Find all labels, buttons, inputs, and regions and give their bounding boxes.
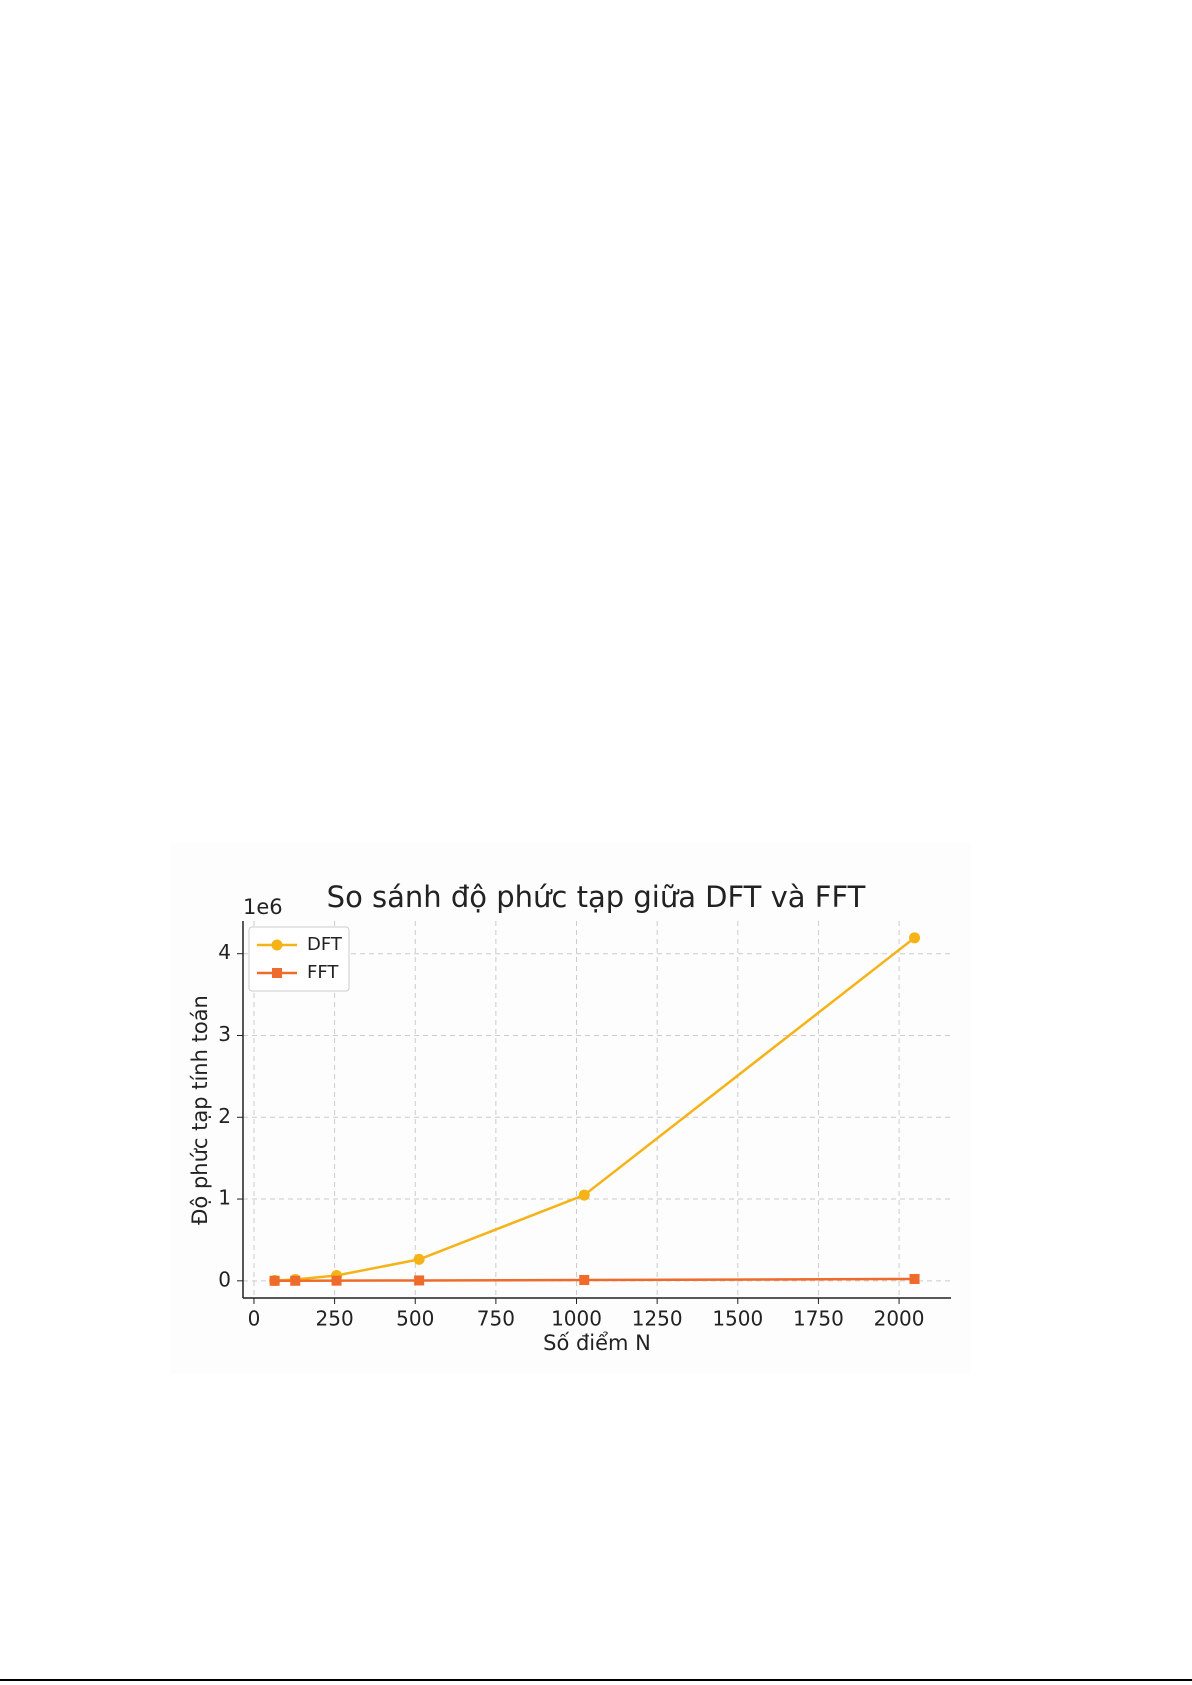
- chart-title: So sánh độ phức tạp giữa DFT và FFT: [327, 880, 866, 914]
- x-tick-label: 750: [477, 1307, 515, 1331]
- x-tick-label: 1500: [712, 1307, 763, 1331]
- y-tick-label: 0: [218, 1267, 231, 1291]
- data-point: [331, 1275, 342, 1286]
- y-axis-label: Độ phức tạp tính toán: [188, 995, 212, 1225]
- data-point: [290, 1275, 301, 1286]
- figure-background: [171, 843, 970, 1374]
- x-axis-label: Số điểm N: [543, 1331, 651, 1355]
- x-tick-label: 1750: [793, 1307, 844, 1331]
- y-tick-label: 3: [218, 1022, 231, 1046]
- y-tick-label: 4: [218, 940, 231, 964]
- data-point: [909, 1273, 920, 1284]
- data-point: [579, 1274, 590, 1285]
- legend-marker: [271, 939, 283, 951]
- x-tick-label: 1000: [551, 1307, 602, 1331]
- y-tick-label: 1: [218, 1186, 231, 1210]
- y-tick-label: 2: [218, 1104, 231, 1128]
- legend-label: DFT: [307, 934, 343, 955]
- data-point: [578, 1189, 590, 1201]
- legend-marker: [272, 968, 282, 978]
- legend-label: FFT: [307, 962, 339, 983]
- data-point: [414, 1275, 425, 1286]
- x-tick-label: 2000: [874, 1307, 925, 1331]
- x-tick-label: 500: [396, 1307, 434, 1331]
- data-point: [413, 1253, 425, 1265]
- y-offset-label: 1e6: [243, 895, 283, 919]
- x-tick-label: 1250: [632, 1307, 683, 1331]
- x-tick-label: 250: [316, 1307, 354, 1331]
- x-tick-label: 0: [248, 1307, 261, 1331]
- data-point: [269, 1275, 280, 1286]
- data-point: [909, 932, 921, 944]
